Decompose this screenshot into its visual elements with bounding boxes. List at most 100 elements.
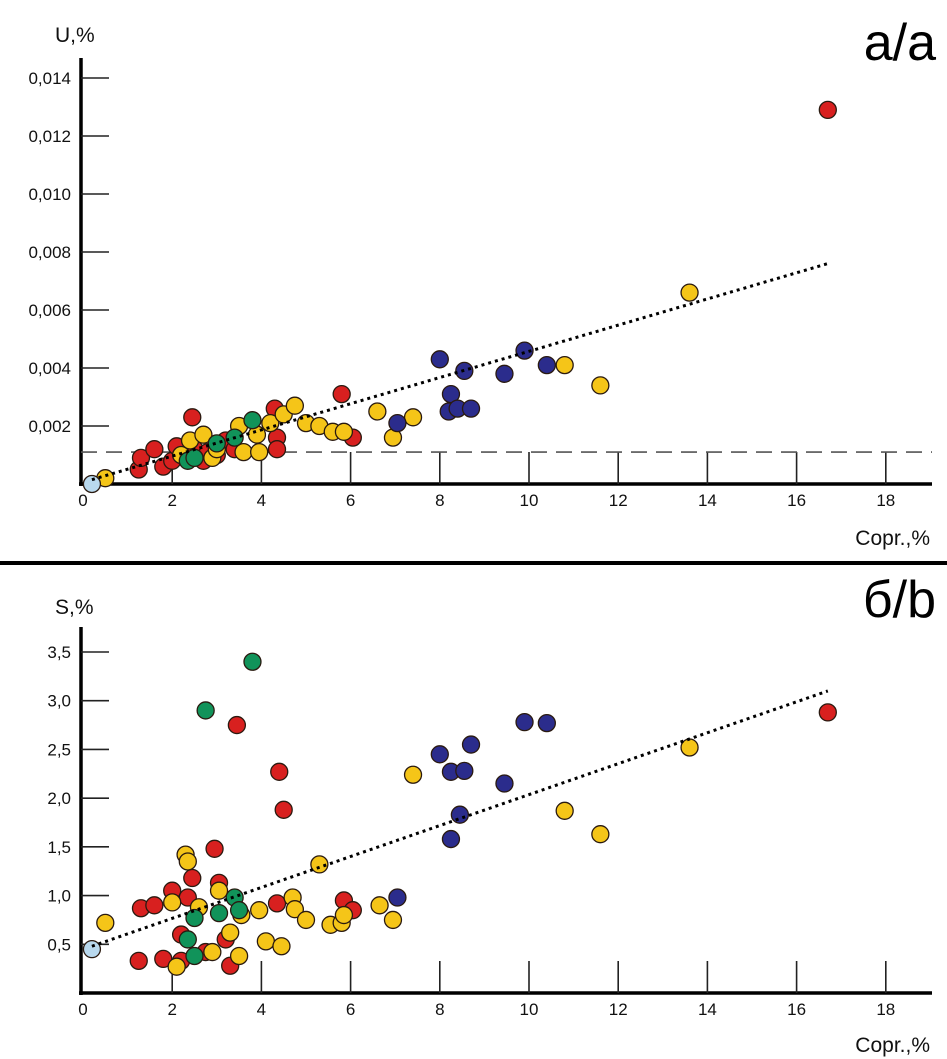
data-point-red bbox=[145, 440, 164, 459]
data-point-yellow bbox=[334, 905, 354, 925]
x-tick-label: 0 bbox=[78, 1000, 87, 1019]
y-tick-label: 0,008 bbox=[28, 243, 71, 262]
data-point-yellow bbox=[285, 900, 305, 919]
data-point-yellow bbox=[555, 355, 574, 375]
data-point-yellow bbox=[368, 402, 387, 421]
data-point-navy bbox=[455, 761, 474, 781]
y-tick-label: 3,5 bbox=[47, 643, 71, 662]
data-point-yellow bbox=[285, 396, 305, 415]
y-tick-label: 2,0 bbox=[47, 789, 71, 808]
x-tick-label: 8 bbox=[435, 1000, 444, 1019]
y-tick-label: 0,014 bbox=[28, 69, 71, 88]
x-tick-label: 16 bbox=[787, 1000, 806, 1019]
x-tick-label: 18 bbox=[876, 491, 895, 510]
x-tick-label: 14 bbox=[698, 1000, 717, 1019]
panel-label: б/b bbox=[863, 571, 936, 629]
x-tick-label: 2 bbox=[167, 1000, 176, 1019]
data-point-navy bbox=[495, 364, 514, 383]
panel-label: а/a bbox=[864, 14, 936, 72]
data-point-green bbox=[243, 411, 262, 430]
y-tick-label: 0,010 bbox=[28, 185, 71, 204]
data-point-yellow bbox=[310, 855, 329, 874]
x-tick-label: 12 bbox=[609, 1000, 628, 1019]
data-point-navy bbox=[461, 735, 481, 754]
data-point-yellow bbox=[591, 825, 610, 844]
data-point-yellow bbox=[178, 852, 197, 871]
y-tick-label: 0,5 bbox=[47, 935, 71, 954]
data-point-yellow bbox=[403, 765, 423, 784]
data-point-red bbox=[227, 715, 247, 735]
data-point-yellow bbox=[296, 910, 316, 930]
data-point-yellow bbox=[203, 942, 222, 962]
data-point-yellow bbox=[250, 901, 269, 920]
data-point-navy bbox=[515, 341, 534, 360]
data-point-yellow bbox=[370, 896, 389, 915]
x-tick-label: 8 bbox=[435, 491, 444, 510]
data-point-navy bbox=[537, 355, 556, 375]
data-point-red bbox=[274, 800, 293, 819]
data-point-navy bbox=[430, 350, 449, 369]
data-point-green bbox=[178, 930, 197, 949]
x-tick-label: 18 bbox=[876, 1000, 895, 1019]
y-tick-label: 3,0 bbox=[47, 692, 71, 711]
y-tick-label: 0,006 bbox=[28, 301, 71, 320]
data-point-red bbox=[154, 949, 173, 969]
data-point-red bbox=[145, 896, 164, 915]
data-point-red bbox=[267, 440, 287, 459]
data-point-lightblue bbox=[82, 940, 102, 959]
x-axis-title: Copr.,% bbox=[855, 527, 930, 550]
data-point-yellow bbox=[591, 376, 610, 395]
data-point-red bbox=[818, 100, 837, 120]
x-tick-label: 6 bbox=[346, 491, 355, 510]
data-point-green bbox=[185, 908, 204, 928]
data-point-green bbox=[229, 901, 249, 920]
data-point-yellow bbox=[334, 422, 354, 441]
x-tick-label: 10 bbox=[520, 1000, 539, 1019]
data-point-navy bbox=[441, 829, 461, 849]
data-point-yellow bbox=[403, 408, 423, 427]
data-point-red bbox=[332, 384, 351, 404]
data-point-yellow bbox=[680, 283, 699, 302]
data-point-green bbox=[243, 652, 262, 671]
data-point-yellow bbox=[221, 923, 240, 942]
data-point-green bbox=[196, 701, 215, 720]
data-point-red bbox=[183, 408, 202, 427]
data-point-red bbox=[183, 868, 202, 888]
data-point-yellow bbox=[256, 932, 276, 951]
x-tick-label: 6 bbox=[346, 1000, 355, 1019]
data-point-yellow bbox=[272, 937, 291, 956]
data-point-yellow bbox=[680, 738, 699, 757]
data-point-yellow bbox=[250, 442, 269, 462]
trendline bbox=[91, 262, 829, 482]
y-tick-label: 0,012 bbox=[28, 127, 71, 146]
data-point-yellow bbox=[194, 425, 213, 444]
x-tick-label: 4 bbox=[257, 491, 266, 510]
x-axis-title: Copr.,% bbox=[855, 1034, 930, 1057]
y-tick-label: 2,5 bbox=[47, 740, 71, 759]
data-point-navy bbox=[461, 399, 481, 418]
data-point-red bbox=[205, 839, 224, 858]
data-point-navy bbox=[388, 888, 407, 907]
data-point-yellow bbox=[96, 913, 115, 933]
x-tick-label: 14 bbox=[698, 491, 717, 510]
x-tick-label: 10 bbox=[520, 491, 539, 510]
data-point-navy bbox=[430, 745, 449, 764]
data-point-green bbox=[209, 903, 229, 923]
data-point-green bbox=[185, 946, 204, 966]
data-point-navy bbox=[388, 413, 407, 433]
y-axis-title: S,% bbox=[55, 596, 94, 619]
x-tick-label: 4 bbox=[257, 1000, 266, 1019]
x-tick-label: 0 bbox=[78, 491, 87, 510]
y-tick-label: 1,5 bbox=[47, 838, 71, 857]
data-point-red bbox=[818, 703, 837, 722]
data-point-lightblue bbox=[82, 474, 102, 494]
x-tick-label: 16 bbox=[787, 491, 806, 510]
data-point-yellow bbox=[383, 910, 403, 930]
data-point-red bbox=[270, 762, 289, 781]
y-tick-label: 1,0 bbox=[47, 887, 71, 906]
data-point-yellow bbox=[229, 946, 249, 966]
y-axis-title: U,% bbox=[55, 24, 95, 47]
panel-b: 0,5 1,0 1,5 2,0 2,5 3,0 3,5 0 2 4 6 8 10 12 14 16 18 S,% C… bbox=[47, 571, 936, 1057]
data-point-yellow bbox=[167, 957, 186, 976]
